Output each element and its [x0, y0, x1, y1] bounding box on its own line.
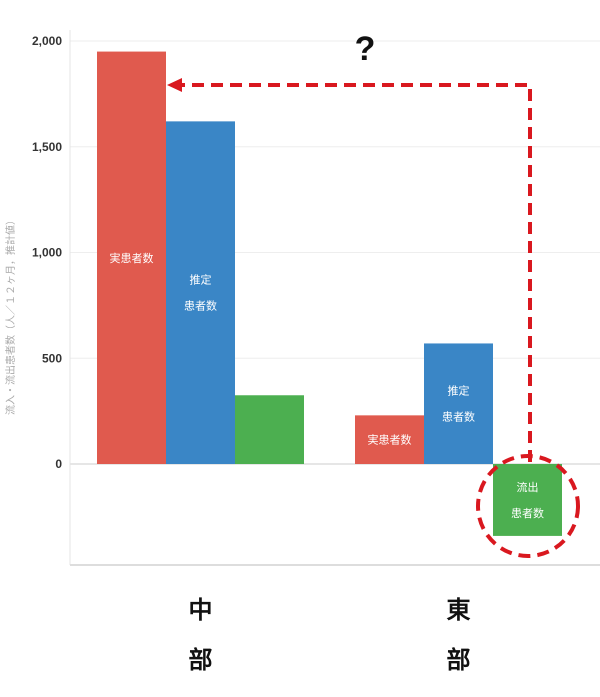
bar-label: 推定 — [448, 384, 470, 398]
bar-label: 患者数 — [442, 411, 475, 424]
bar-label: 患者数 — [184, 300, 217, 313]
bar-1-2 — [493, 464, 562, 536]
highlight-circle — [476, 454, 580, 558]
bar-label: 実患者数 — [368, 433, 412, 447]
y-axis-ticks: 0 500 1,000 1,500 2,000 — [32, 34, 62, 471]
bar-0-0 — [97, 51, 166, 464]
category-label: 東 — [447, 596, 471, 624]
bar-label: 流出 — [517, 480, 539, 494]
y-tick-label: 500 — [42, 351, 62, 365]
y-tick-label: 1,000 — [32, 246, 62, 260]
bar-label: 実患者数 — [110, 251, 154, 265]
bar-1-0 — [355, 415, 424, 464]
bar-label: 患者数 — [511, 507, 544, 520]
bar-label: 推定 — [190, 273, 212, 287]
category-label: 中 — [189, 596, 213, 624]
question-mark: ? — [355, 30, 376, 68]
y-tick-label: 0 — [55, 457, 62, 471]
bar-1-1 — [424, 343, 493, 464]
flow-arrow — [167, 78, 532, 462]
y-axis-label: 流入・流出患者数（人／１２ヶ月，推計値） — [4, 215, 17, 415]
bar-0-2 — [235, 395, 304, 464]
category-label: 部 — [189, 646, 213, 674]
bar-0-1 — [166, 121, 235, 465]
category-label: 部 — [447, 646, 471, 674]
y-tick-label: 2,000 — [32, 34, 62, 48]
arrowhead-icon — [167, 78, 182, 92]
flow-arrow-line — [180, 83, 532, 462]
y-tick-label: 1,500 — [32, 140, 62, 154]
